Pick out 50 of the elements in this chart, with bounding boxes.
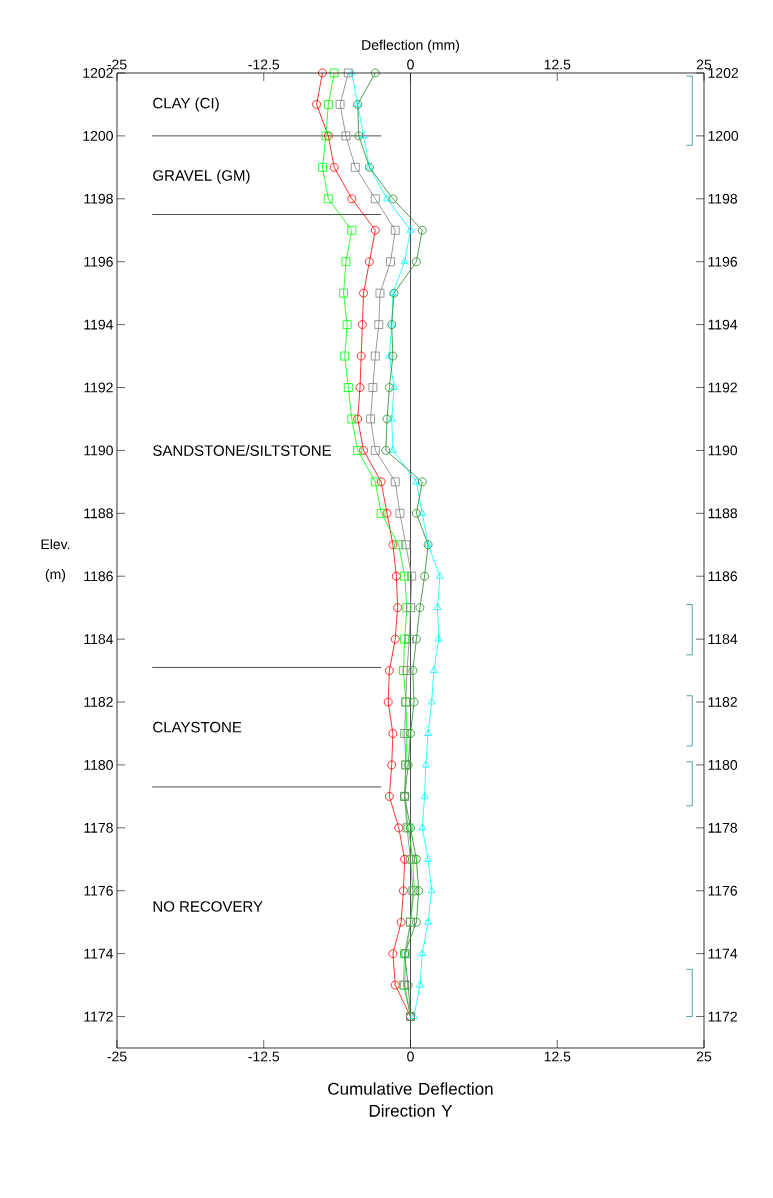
annotation: SANDSTONE/SILTSTONE <box>153 444 331 456</box>
x-tick-label: -12.5 <box>248 1051 280 1062</box>
x2-axis-title: Deflection (mm) <box>362 39 460 53</box>
x-tick-label: 0 <box>407 1051 414 1062</box>
y2-tick-label: 1188 <box>708 508 738 519</box>
x2-tick-label: 12.5 <box>544 59 571 70</box>
y-tick-label: 1192 <box>84 382 113 393</box>
y2-tick-label: 1194 <box>708 319 738 330</box>
x2-tick-label: 0 <box>407 59 414 70</box>
y-tick-label: 1180 <box>84 759 113 770</box>
y2-tick-label: 1202 <box>708 68 738 78</box>
y-tick-label: 1178 <box>84 822 113 833</box>
x-tick-label: -25 <box>107 1051 127 1062</box>
x2-tick-label: -12.5 <box>248 59 280 70</box>
y-tick-label: 1186 <box>84 571 113 582</box>
annotation: CLAYSTONE <box>153 721 242 733</box>
y2-tick-label: 1190 <box>708 445 738 456</box>
annotation: CLAY (CI) <box>153 97 219 112</box>
x-tick-label: 12.5 <box>544 1051 571 1062</box>
y-tick-label: 1176 <box>84 885 113 896</box>
y-tick-label: 1190 <box>84 445 113 456</box>
y2-tick-label: 1198 <box>708 193 738 204</box>
y-tick-label: 1202 <box>83 68 113 78</box>
y2-tick-label: 1172 <box>708 1011 737 1022</box>
annotation: NO RECOVERY <box>153 901 263 912</box>
text: Elev. (m) <box>41 538 70 583</box>
x-axis-title: Cumulative Deflection Direction Y <box>328 1082 493 1117</box>
y-tick-label: 1188 <box>84 508 113 519</box>
y-tick-label: 1182 <box>84 697 113 707</box>
y2-tick-label: 1186 <box>708 571 738 582</box>
y-tick-label: 1194 <box>84 319 114 330</box>
y2-tick-label: 1176 <box>708 885 738 896</box>
y-tick-label: 1196 <box>84 256 113 267</box>
y2-tick-label: 1200 <box>708 130 739 141</box>
y2-tick-label: 1184 <box>708 634 738 645</box>
y-tick-label: 1198 <box>84 193 113 204</box>
x2-tick-label: -25 <box>107 59 127 70</box>
y2-tick-label: 1178 <box>708 822 738 833</box>
y-tick-label: 1200 <box>83 130 113 141</box>
annotation: GRAVEL (GM) <box>153 169 250 184</box>
y-tick-label: 1172 <box>84 1011 113 1022</box>
y2-tick-label: 1174 <box>708 948 738 959</box>
x-tick-label: 25 <box>696 1051 712 1062</box>
y2-tick-label: 1182 <box>708 697 737 707</box>
y-tick-label: 1184 <box>84 634 114 645</box>
y-tick-label: 1174 <box>84 948 114 959</box>
y2-tick-label: 1192 <box>708 382 737 393</box>
x2-tick-label: 25 <box>696 59 712 70</box>
y2-tick-label: 1196 <box>708 256 738 267</box>
y2-tick-label: 1180 <box>708 759 738 770</box>
